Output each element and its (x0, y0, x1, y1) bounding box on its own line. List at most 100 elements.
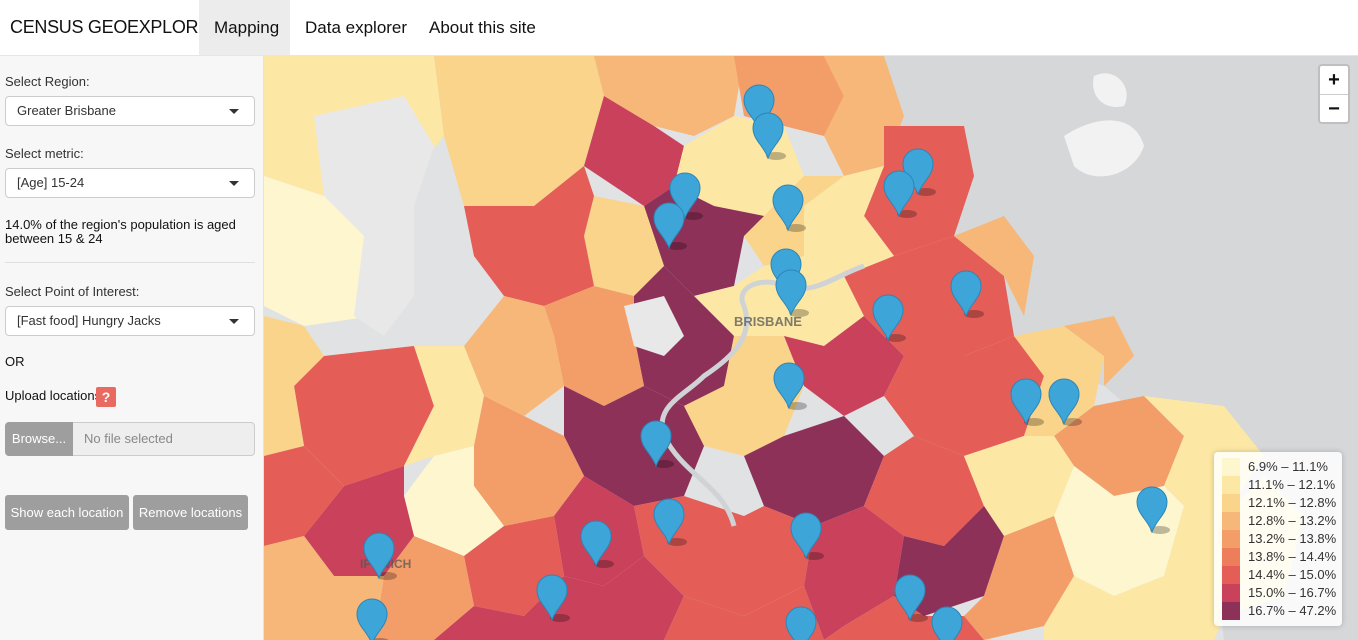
marker-shadow (377, 572, 397, 580)
location-marker-icon[interactable] (775, 269, 807, 317)
legend-swatch (1222, 584, 1240, 602)
marker-shadow (1150, 526, 1170, 534)
legend-label: 13.8% – 14.4% (1248, 549, 1337, 564)
location-marker-icon[interactable] (580, 520, 612, 568)
location-marker-icon[interactable] (785, 606, 817, 640)
choropleth-map[interactable]: BRISBANE IPSWICH + − 6.9% – 11.1% 11.1% … (264, 56, 1358, 640)
divider (5, 262, 255, 263)
suburb-regions (264, 56, 1304, 640)
metric-select[interactable]: [Age] 15-24 (5, 168, 255, 198)
location-marker-icon[interactable] (363, 532, 395, 580)
marker-shadow (786, 224, 806, 232)
legend-label: 15.0% – 16.7% (1248, 585, 1337, 600)
location-marker-icon[interactable] (894, 574, 926, 622)
marker-shadow (550, 614, 570, 622)
legend-swatch (1222, 602, 1240, 620)
poi-label: Select Point of Interest: (5, 284, 140, 299)
legend-label: 12.1% – 12.8% (1248, 495, 1337, 510)
legend-label: 16.7% – 47.2% (1248, 603, 1337, 618)
remove-locations-button[interactable]: Remove locations (133, 495, 248, 530)
legend-swatch (1222, 458, 1240, 476)
upload-label: Upload locations (5, 388, 102, 403)
map-canvas[interactable]: BRISBANE IPSWICH (264, 56, 1358, 640)
navbar: CENSUS GEOEXPLORER Mapping Data explorer… (0, 0, 1358, 56)
legend-label: 11.1% – 12.1% (1248, 477, 1336, 492)
caret-down-icon (229, 181, 239, 186)
location-marker-icon[interactable] (640, 420, 672, 468)
zoom-out-button[interactable]: − (1328, 98, 1340, 120)
legend-swatch (1222, 494, 1240, 512)
show-each-location-button[interactable]: Show each location (5, 495, 129, 530)
island (1064, 120, 1144, 177)
tab-mapping[interactable]: Mapping (199, 0, 290, 55)
region-label: Select Region: (5, 74, 90, 89)
marker-shadow (1062, 418, 1082, 426)
legend-label: 13.2% – 13.8% (1248, 531, 1337, 546)
or-text: OR (5, 354, 25, 369)
location-marker-icon[interactable] (790, 512, 822, 560)
region-select[interactable]: Greater Brisbane (5, 96, 255, 126)
island (1093, 73, 1127, 107)
location-marker-icon[interactable] (773, 362, 805, 410)
marker-shadow (766, 152, 786, 160)
poi-select-value: [Fast food] Hungry Jacks (17, 313, 161, 328)
location-marker-icon[interactable] (883, 170, 915, 218)
summary-text: 14.0% of the region's population is aged… (5, 217, 236, 246)
park-area (314, 96, 434, 336)
marker-shadow (908, 614, 928, 622)
caret-down-icon (229, 319, 239, 324)
location-marker-icon[interactable] (772, 184, 804, 232)
location-marker-icon[interactable] (872, 294, 904, 342)
caret-down-icon (229, 109, 239, 114)
marker-shadow (886, 334, 906, 342)
browse-button[interactable]: Browse... (5, 422, 73, 456)
zoom-control: + − (1318, 64, 1350, 124)
legend-swatch (1222, 512, 1240, 530)
metric-select-value: [Age] 15-24 (17, 175, 85, 190)
sidebar: Select Region: Greater Brisbane Select m… (0, 56, 264, 640)
brand-title[interactable]: CENSUS GEOEXPLORER (10, 17, 223, 37)
legend-label: 6.9% – 11.1% (1248, 459, 1328, 474)
location-marker-icon[interactable] (536, 574, 568, 622)
location-marker-icon[interactable] (1010, 378, 1042, 426)
location-markers (356, 84, 1170, 640)
legend-swatch (1222, 476, 1240, 494)
map-legend: 6.9% – 11.1% 11.1% – 12.1% 12.1% – 12.8%… (1214, 452, 1342, 626)
park-area (624, 296, 684, 356)
location-marker-icon[interactable] (669, 172, 701, 220)
location-marker-icon[interactable] (743, 84, 775, 132)
marker-shadow (964, 310, 984, 318)
location-marker-icon[interactable] (1136, 486, 1168, 534)
poi-select[interactable]: [Fast food] Hungry Jacks (5, 306, 255, 336)
city-label-brisbane: BRISBANE (734, 314, 802, 329)
legend-swatch (1222, 548, 1240, 566)
legend-swatch (1222, 530, 1240, 548)
tab-about[interactable]: About this site (429, 18, 536, 37)
marker-shadow (787, 402, 807, 410)
marker-shadow (1024, 418, 1044, 426)
legend-label: 12.8% – 13.2% (1248, 513, 1337, 528)
location-marker-icon[interactable] (752, 112, 784, 160)
marker-shadow (654, 460, 674, 468)
file-name-field[interactable]: No file selected (73, 422, 255, 456)
zoom-in-button[interactable]: + (1320, 66, 1348, 95)
marker-shadow (916, 188, 936, 196)
marker-shadow (804, 552, 824, 560)
metric-label: Select metric: (5, 146, 84, 161)
tab-data-explorer[interactable]: Data explorer (305, 18, 408, 37)
location-marker-icon[interactable] (653, 202, 685, 250)
location-marker-icon[interactable] (950, 270, 982, 318)
marker-shadow (897, 210, 917, 218)
help-icon[interactable]: ? (96, 387, 116, 407)
region-select-value: Greater Brisbane (17, 103, 116, 118)
location-marker-icon[interactable] (1048, 378, 1080, 426)
marker-shadow (594, 560, 614, 568)
marker-shadow (683, 212, 703, 220)
location-marker-icon[interactable] (931, 606, 963, 640)
location-marker-icon[interactable] (356, 598, 388, 640)
legend-swatch (1222, 566, 1240, 584)
legend-label: 14.4% – 15.0% (1248, 567, 1337, 582)
marker-shadow (667, 538, 687, 546)
location-marker-icon[interactable] (653, 498, 685, 546)
marker-shadow (789, 309, 809, 317)
